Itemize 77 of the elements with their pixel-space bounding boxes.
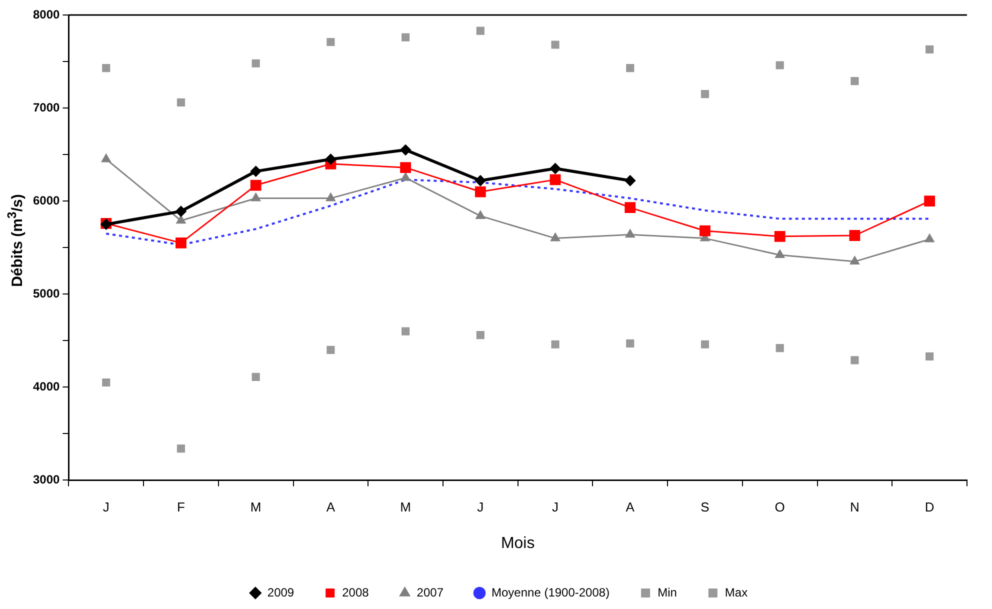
y-tick-label: 5000 xyxy=(32,286,60,300)
x-tick-label: N xyxy=(850,500,860,515)
point xyxy=(849,230,860,241)
point xyxy=(700,225,710,236)
point xyxy=(625,229,635,238)
x-tick-label: S xyxy=(700,500,710,515)
point xyxy=(176,238,186,248)
point xyxy=(402,33,410,42)
point xyxy=(102,378,110,387)
point xyxy=(326,192,336,202)
point xyxy=(700,90,710,98)
point xyxy=(250,180,262,191)
x-tick-label: J xyxy=(102,500,110,515)
point xyxy=(176,444,186,453)
y-tick-label: 8000 xyxy=(32,7,60,22)
point xyxy=(775,250,785,258)
x-tick-label: D xyxy=(924,500,934,515)
point xyxy=(624,202,636,214)
x-tick-label: F xyxy=(177,500,186,515)
y-tick-label: 3000 xyxy=(32,472,60,487)
point xyxy=(474,186,486,198)
point xyxy=(550,163,561,174)
x-tick-label: J xyxy=(477,500,484,515)
y-tick-label: 4000 xyxy=(32,379,60,394)
point xyxy=(924,234,934,242)
point xyxy=(476,26,484,35)
point xyxy=(400,162,412,174)
x-tick-label: A xyxy=(326,500,336,515)
point xyxy=(926,45,934,54)
x-tick-label: J xyxy=(552,500,559,515)
legend-label: 2009 xyxy=(267,585,294,600)
point xyxy=(252,59,260,68)
x-tick-label: M xyxy=(400,500,411,515)
point xyxy=(550,174,561,186)
point xyxy=(924,196,936,207)
point xyxy=(325,154,336,165)
point xyxy=(402,327,410,336)
point xyxy=(476,331,484,340)
x-axis-title: Mois xyxy=(500,534,535,552)
point xyxy=(251,192,261,202)
legend-label: Min xyxy=(658,585,677,600)
point xyxy=(250,166,262,177)
point xyxy=(101,154,111,162)
point xyxy=(551,40,560,49)
point xyxy=(850,256,860,265)
point xyxy=(176,98,186,106)
point xyxy=(252,372,260,381)
point xyxy=(326,38,335,46)
point xyxy=(774,230,786,242)
point xyxy=(776,61,784,70)
point xyxy=(326,346,335,354)
point xyxy=(700,340,710,348)
point xyxy=(400,172,410,181)
x-tick-label: O xyxy=(774,500,785,515)
y-tick-label: 6000 xyxy=(32,193,60,208)
point xyxy=(626,339,634,348)
legend-label: 2007 xyxy=(416,585,444,600)
point xyxy=(476,210,486,219)
point xyxy=(176,215,186,224)
x-tick-label: A xyxy=(626,500,635,515)
point xyxy=(551,340,560,348)
point xyxy=(624,175,636,186)
point xyxy=(400,144,412,156)
y-tick-label: 7000 xyxy=(32,100,60,114)
legend-label: 2008 xyxy=(342,585,370,600)
legend-label: Max xyxy=(724,585,748,600)
point xyxy=(175,206,186,217)
point xyxy=(850,77,859,86)
point xyxy=(102,64,110,72)
point xyxy=(776,344,784,352)
point xyxy=(626,64,634,72)
x-tick-label: M xyxy=(250,500,262,515)
point xyxy=(474,175,486,186)
point xyxy=(550,232,560,242)
legend-label: Moyenne (1900-2008) xyxy=(492,585,610,600)
point xyxy=(926,352,934,360)
point xyxy=(850,356,859,364)
